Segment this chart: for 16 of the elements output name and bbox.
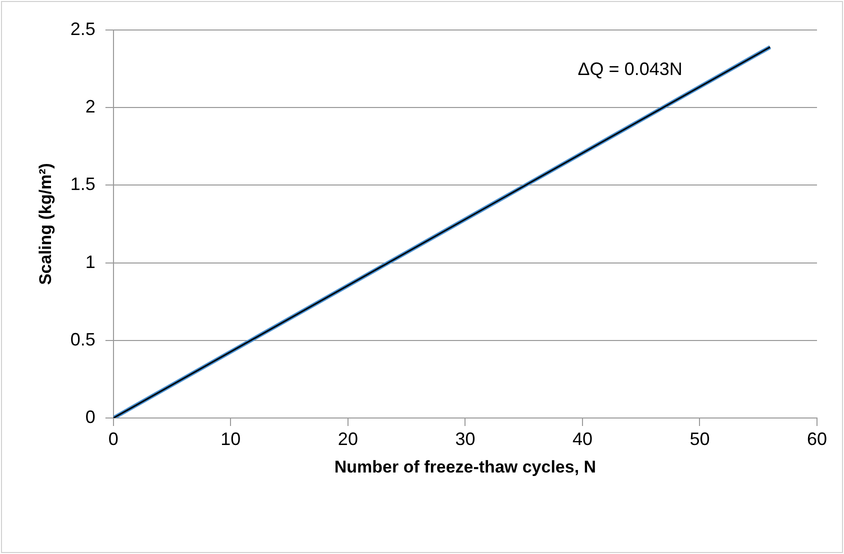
x-tick-label: 50 (690, 428, 710, 449)
y-tick-label: 1.5 (70, 174, 96, 194)
x-axis-title: Number of freeze-thaw cycles, N (334, 457, 596, 476)
y-tick-label: 2.5 (70, 18, 96, 39)
y-tick-label: 1 (85, 252, 96, 272)
x-tick-label: 0 (108, 428, 118, 449)
annotation: ΔQ = 0.043N (578, 58, 682, 79)
y-axis-title: Scaling (kg/m²) (36, 163, 55, 285)
x-tick-label: 60 (806, 428, 828, 449)
y-tick-label: 0.5 (70, 329, 96, 350)
x-tick-label: 10 (220, 428, 241, 449)
y-tick-label: 2 (85, 96, 96, 117)
x-tick-label: 30 (455, 428, 476, 449)
x-tick-label: 20 (338, 428, 358, 449)
y-tick-label: 0 (85, 406, 96, 427)
x-tick-label: 40 (572, 428, 592, 449)
